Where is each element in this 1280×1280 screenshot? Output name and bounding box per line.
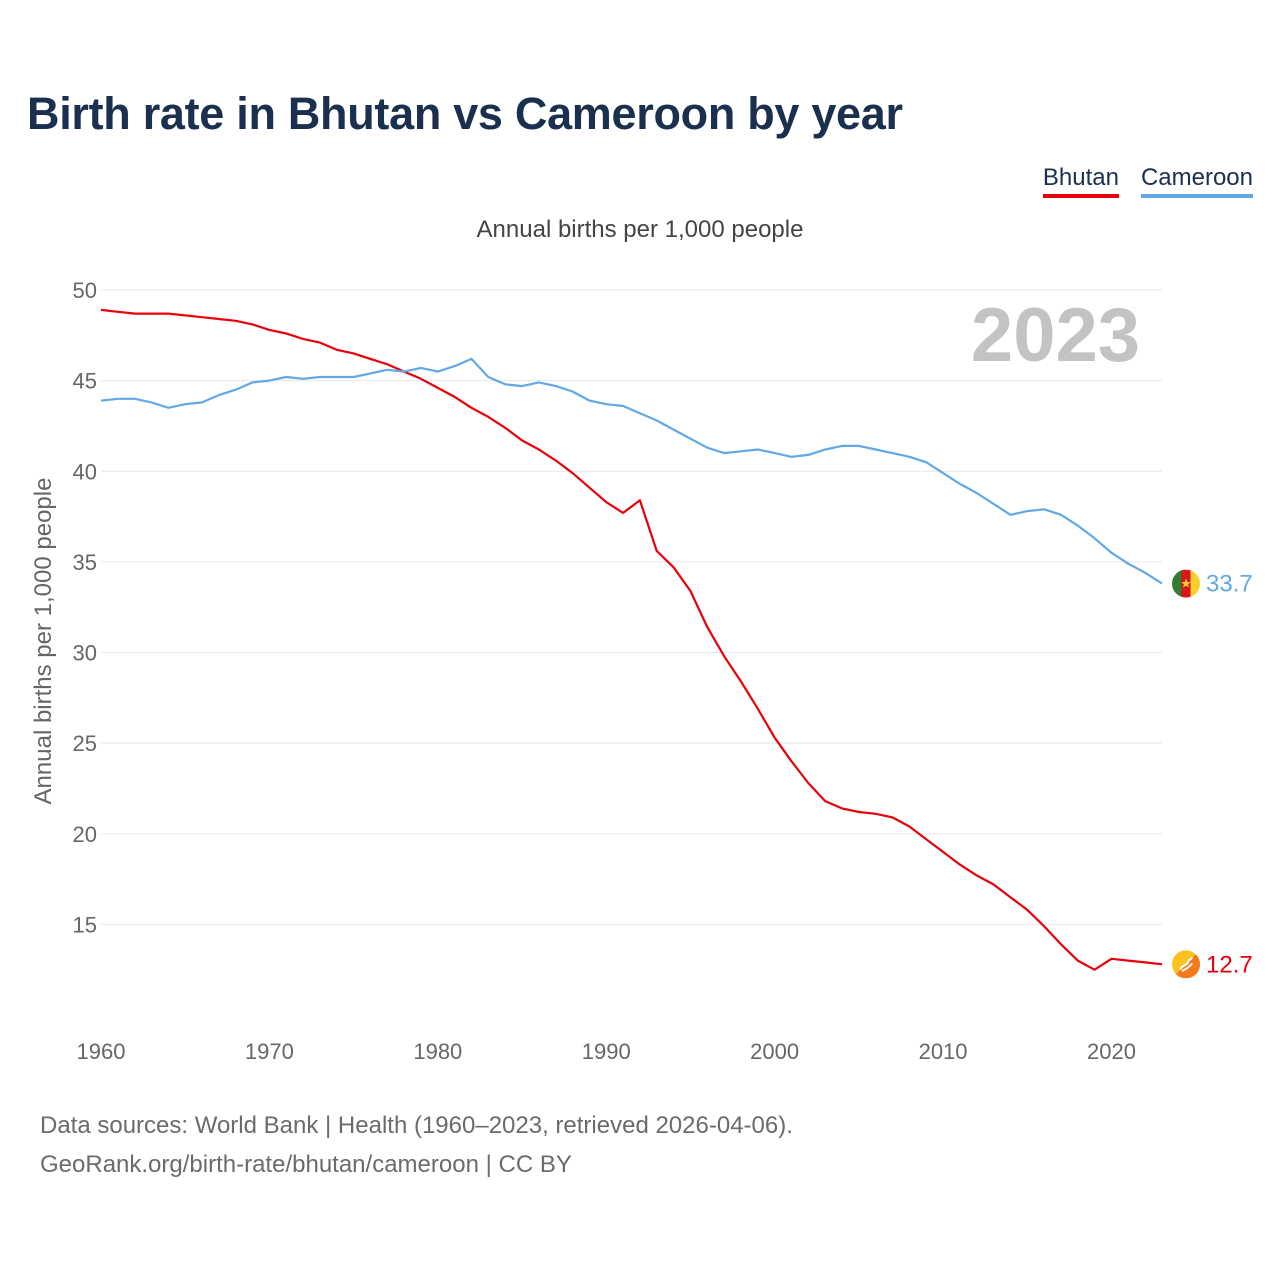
y-axis-label: Annual births per 1,000 people <box>30 478 57 805</box>
x-tick-label-1960: 1960 <box>77 1039 126 1064</box>
y-tick-label-30: 30 <box>73 641 97 666</box>
series-lines <box>100 308 1163 971</box>
x-tick-label-1980: 1980 <box>413 1039 462 1064</box>
x-tick-label-2020: 2020 <box>1087 1039 1136 1064</box>
cameroon-flag-icon <box>1172 569 1200 598</box>
legend-item-cameroon[interactable]: Cameroon <box>1140 164 1253 198</box>
year-overlay: 2023 <box>971 293 1140 378</box>
end-label-bhutan: 12.7 <box>1206 951 1253 978</box>
x-axis-ticks: 1960 1970 1980 1990 2000 2010 2020 <box>77 1039 1136 1064</box>
chart-title: Birth rate in Bhutan vs Cameroon by year <box>27 88 903 139</box>
y-tick-label-45: 45 <box>73 369 97 394</box>
gridlines <box>101 289 1162 925</box>
x-tick-label-1990: 1990 <box>582 1039 631 1064</box>
x-tick-label-2010: 2010 <box>919 1039 968 1064</box>
y-tick-label-40: 40 <box>73 459 97 484</box>
series-line-bhutan[interactable] <box>100 308 1163 971</box>
legend-item-bhutan[interactable]: Bhutan <box>1042 164 1119 198</box>
source-line-2[interactable]: GeoRank.org/birth-rate/bhutan/cameroon |… <box>40 1151 572 1178</box>
source-note: Data sources: World Bank | Health (1960–… <box>40 1106 793 1184</box>
end-markers <box>1172 569 1200 979</box>
legend: Bhutan Cameroon <box>1042 164 1253 198</box>
y-tick-label-50: 50 <box>73 278 97 303</box>
y-tick-label-25: 25 <box>73 731 97 756</box>
bhutan-flag-icon <box>1172 950 1200 979</box>
y-axis-ticks: 15 20 25 30 35 40 45 50 <box>73 278 97 937</box>
y-tick-label-35: 35 <box>73 550 97 575</box>
end-label-cameroon: 33.7 <box>1206 571 1253 598</box>
x-tick-label-2000: 2000 <box>750 1039 799 1064</box>
chart-subtitle: Annual births per 1,000 people <box>476 216 804 243</box>
series-line-cameroon[interactable] <box>100 357 1163 585</box>
y-tick-label-15: 15 <box>73 912 97 937</box>
source-line-1: Data sources: World Bank | Health (1960–… <box>40 1112 793 1139</box>
end-labels: 12.7 33.7 <box>1206 571 1253 979</box>
x-tick-label-1970: 1970 <box>245 1039 294 1064</box>
y-tick-label-20: 20 <box>73 822 97 847</box>
